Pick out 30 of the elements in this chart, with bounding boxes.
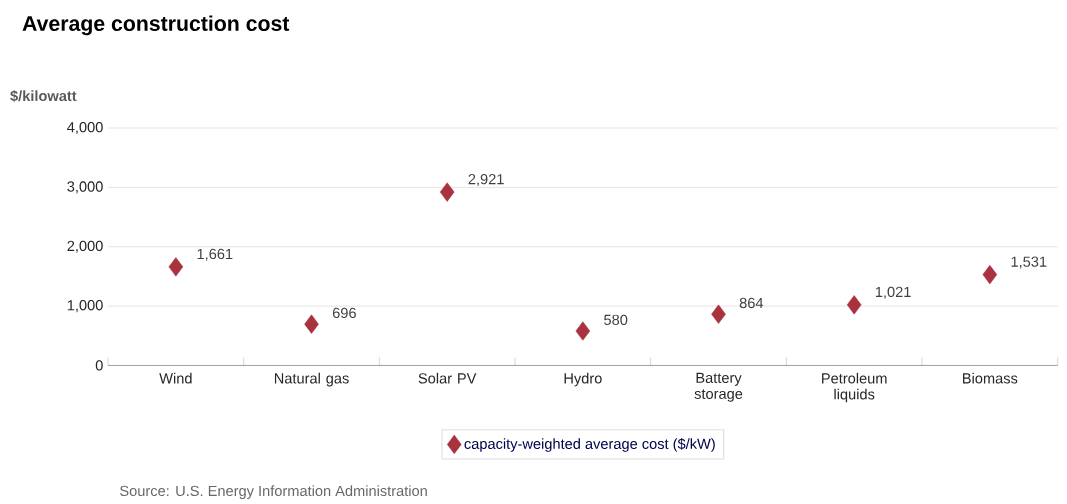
x-tick-label: Wind xyxy=(159,372,192,384)
point xyxy=(711,304,726,324)
x-tick-label: Battery storage xyxy=(694,372,743,402)
point xyxy=(304,314,319,334)
chart-title: Average construction cost xyxy=(22,15,290,36)
point xyxy=(168,257,184,277)
y-tick-label: 2,000 xyxy=(67,240,103,253)
point xyxy=(575,321,591,341)
data-label: 1,021 xyxy=(875,286,911,299)
point xyxy=(846,295,862,315)
data-label: 2,921 xyxy=(468,173,504,186)
y-tick-label: 0 xyxy=(95,360,103,371)
data-label: 1,661 xyxy=(197,248,233,261)
data-label: 864 xyxy=(739,297,764,309)
y-tick-label: 1,000 xyxy=(67,299,103,313)
y-axis-title: $/kilowatt xyxy=(10,89,77,102)
x-tick-label: Biomass xyxy=(963,372,1018,384)
x-tick-label: Petroleum liquids xyxy=(822,372,887,403)
legend-label: capacity-weighted average cost ($/kW) xyxy=(464,437,715,452)
x-tick-label: Natural gas xyxy=(274,372,349,387)
y-tick-label: 4,000 xyxy=(67,121,103,135)
x-tick-label: Hydro xyxy=(564,372,602,387)
point xyxy=(982,264,998,285)
x-tick-label: Solar PV xyxy=(418,372,477,384)
data-label: 1,531 xyxy=(1011,256,1047,269)
y-tick-label: 3,000 xyxy=(67,181,103,194)
data-label: 696 xyxy=(332,307,356,319)
source-note: Source: U.S. Energy Information Administration xyxy=(120,485,427,499)
data-label: 580 xyxy=(604,314,628,325)
point xyxy=(439,182,455,202)
